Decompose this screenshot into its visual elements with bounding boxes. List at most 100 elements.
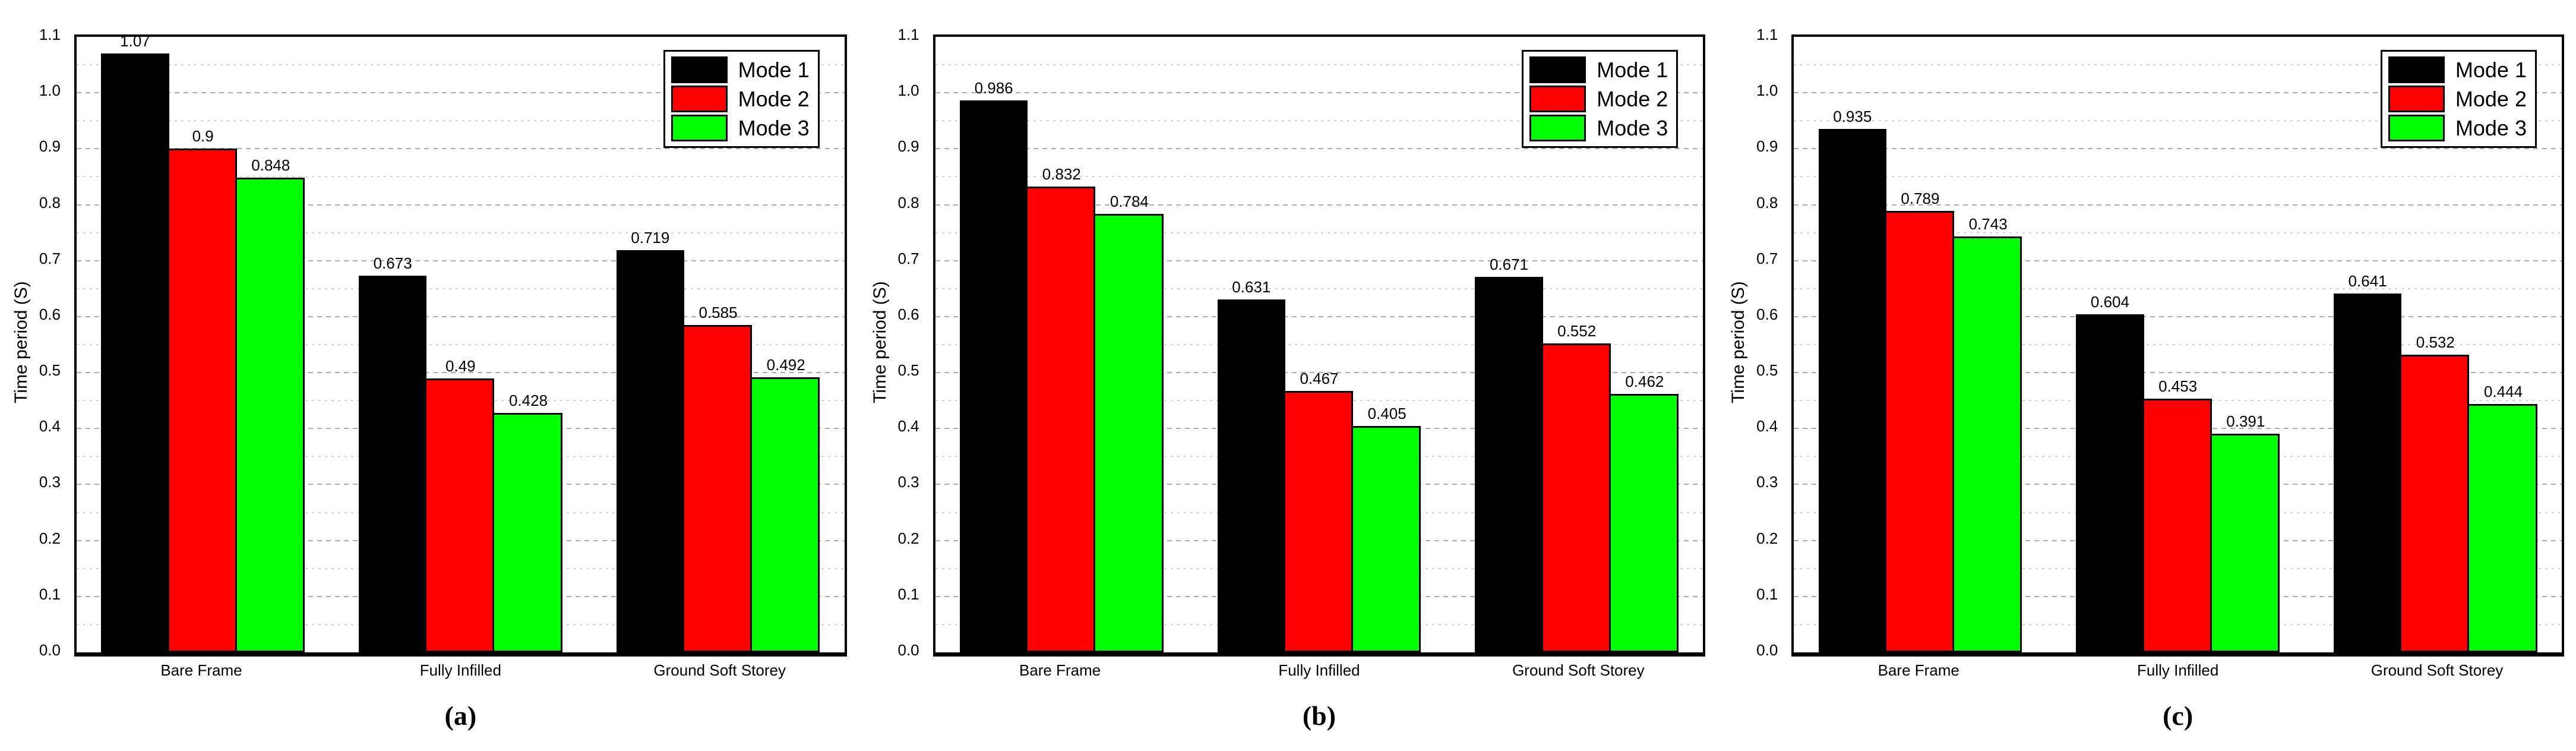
panel-b: 0.0 0.1 0.2 0.3 0.4 0.5 0.6 0.7 0.8 0.9 1.0 1.1 Time… — [858, 0, 1718, 751]
bar — [492, 412, 562, 652]
y-tick-label: 0.6 — [1756, 305, 1778, 323]
legend-item: Mode 1 — [1529, 56, 1668, 83]
bar — [235, 178, 305, 652]
legend-label: Mode 1 — [2455, 57, 2527, 82]
value-label: 0.462 — [1625, 372, 1664, 390]
gridline — [935, 148, 1703, 150]
gridline — [77, 288, 845, 289]
legend-label: Mode 3 — [1597, 115, 1668, 140]
y-tick-label: 1.0 — [897, 81, 919, 100]
y-tick-label: 0.3 — [1756, 473, 1778, 491]
legend-item: Mode 2 — [2388, 86, 2527, 112]
gridline — [935, 344, 1703, 345]
y-tick-label: 0.5 — [1756, 361, 1778, 380]
value-label: 0.467 — [1300, 370, 1339, 388]
x-category-label: Bare Frame — [1878, 661, 1959, 679]
value-label: 0.986 — [974, 79, 1013, 97]
y-tick-label: 0.3 — [39, 473, 61, 491]
legend-swatch — [2388, 115, 2445, 141]
value-label: 0.552 — [1557, 322, 1597, 340]
bar — [2076, 314, 2144, 652]
bar — [167, 149, 237, 652]
y-tick-label: 0.4 — [897, 417, 919, 436]
bar — [359, 276, 427, 652]
y-tick-label: 0.9 — [39, 137, 61, 156]
bar — [1351, 425, 1421, 652]
value-label: 0.719 — [631, 228, 670, 247]
value-label: 0.391 — [2226, 412, 2265, 430]
gridline — [1794, 372, 2562, 374]
y-tick-label: 0.7 — [897, 249, 919, 267]
legend-item: Mode 2 — [671, 86, 810, 112]
bar — [425, 378, 495, 652]
value-label: 0.673 — [373, 254, 412, 273]
y-tick-label: 0.0 — [897, 641, 919, 659]
bar — [1608, 393, 1679, 652]
value-label: 0.604 — [2090, 293, 2129, 311]
gridline — [1794, 344, 2562, 345]
gridline — [935, 92, 1703, 94]
y-tick-label: 0.2 — [897, 529, 919, 547]
y-tick-label: 0.8 — [897, 193, 919, 212]
gridline — [77, 120, 845, 122]
y-tick-label: 0.7 — [1756, 249, 1778, 267]
y-tick-label: 0.4 — [39, 417, 61, 436]
legend: Mode 1 Mode 2 Mode 3 — [663, 50, 820, 148]
panel-c: 0.0 0.1 0.2 0.3 0.4 0.5 0.6 0.7 0.8 0.9 1.0 1.1 Time… — [1717, 0, 2576, 751]
y-tick-label: 0.9 — [1756, 137, 1778, 156]
x-axis-labels: Bare Frame Fully Infilled Ground Soft Stor… — [933, 658, 1706, 682]
gridline — [77, 92, 845, 94]
panel-caption: (b) — [1302, 700, 1336, 731]
y-tick-label: 0.0 — [39, 641, 61, 659]
legend-swatch — [1529, 115, 1586, 141]
value-label: 0.532 — [2416, 333, 2455, 351]
legend-label: Mode 2 — [2455, 86, 2527, 111]
bar — [2467, 403, 2537, 652]
value-label: 0.641 — [2348, 272, 2387, 291]
gridline — [77, 315, 845, 317]
gridline — [77, 64, 845, 66]
gridline — [77, 232, 845, 233]
x-category-label: Ground Soft Storey — [2370, 661, 2504, 679]
gridline — [1794, 204, 2562, 206]
value-label: 0.453 — [2158, 377, 2198, 396]
y-tick-label: 1.1 — [39, 26, 61, 43]
bar — [1217, 299, 1285, 652]
bar — [616, 250, 684, 652]
y-tick-label: 1.1 — [1756, 26, 1778, 43]
value-label: 0.671 — [1489, 255, 1529, 274]
gridline — [77, 176, 845, 178]
y-tick-label: 0.9 — [897, 137, 919, 156]
value-label: 0.832 — [1042, 165, 1081, 184]
panel-caption: (c) — [2163, 700, 2193, 731]
y-tick-label: 1.1 — [897, 26, 919, 43]
gridline — [935, 288, 1703, 289]
value-label: 0.784 — [1110, 192, 1149, 210]
x-category-label: Ground Soft Storey — [653, 661, 786, 679]
legend-swatch — [2388, 86, 2445, 112]
value-label: 1.07 — [120, 32, 150, 51]
legend: Mode 1 Mode 2 Mode 3 — [2380, 50, 2537, 148]
value-label: 0.9 — [192, 127, 214, 146]
x-category-label: Fully Infilled — [1278, 661, 1360, 679]
gridline — [1794, 176, 2562, 178]
y-tick-label: 0.1 — [39, 585, 61, 603]
gridline — [77, 344, 845, 345]
y-tick-label: 0.5 — [39, 361, 61, 380]
x-category-label: Bare Frame — [160, 661, 242, 679]
y-tick-label: 0.2 — [1756, 529, 1778, 547]
x-axis-labels: Bare Frame Fully Infilled Ground Soft Stor… — [1791, 658, 2564, 682]
value-label: 0.935 — [1833, 108, 1872, 126]
legend-item: Mode 3 — [1529, 115, 1668, 141]
gridline — [935, 120, 1703, 122]
value-label: 0.49 — [445, 356, 476, 375]
value-label: 0.848 — [251, 156, 290, 175]
value-label: 0.585 — [698, 304, 738, 322]
y-axis-title: Time period (S) — [11, 281, 31, 403]
legend-label: Mode 2 — [1597, 86, 1668, 111]
gridline — [935, 372, 1703, 374]
bar — [1093, 213, 1164, 652]
y-tick-label: 1.0 — [1756, 81, 1778, 100]
y-tick-label: 0.6 — [897, 305, 919, 323]
